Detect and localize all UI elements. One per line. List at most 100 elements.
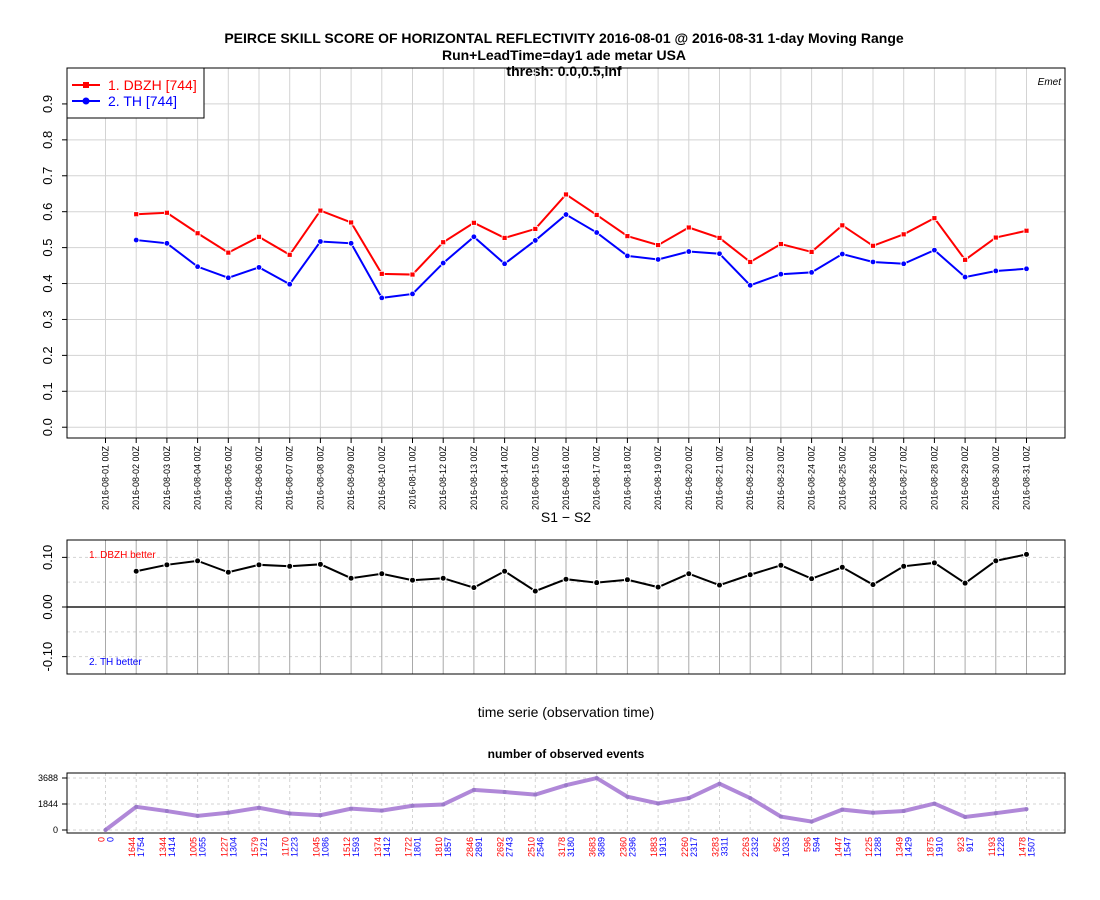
difference-point [132, 567, 140, 575]
top-panel-x-ticks: 2016-08-01 00Z 2016-08-02 00Z 2016-08-03 0… [101, 438, 1032, 510]
series1-point [747, 259, 754, 265]
events-label-series1: 1875 [925, 837, 935, 857]
events-label-series2: 1055 [198, 837, 208, 857]
events-panel-title: number of observed events [488, 747, 645, 761]
top-panel-x-tick-label: 2016-08-24 00Z [807, 445, 817, 510]
events-point [257, 805, 261, 810]
top-panel-x-tick-label: 2016-08-28 00Z [929, 445, 939, 510]
legend-marker-series1 [83, 82, 89, 88]
events-panel-frame [66, 772, 1066, 834]
series1-point [593, 212, 600, 218]
events-point [809, 819, 814, 824]
events-point [748, 796, 753, 801]
events-label-series1: 1447 [833, 837, 843, 857]
events-label-series1: 1644 [127, 837, 137, 857]
top-panel-y-tick-label: 0.1 [40, 382, 55, 400]
difference-point [900, 562, 908, 570]
events-label-series2: 1547 [842, 837, 852, 857]
events-label-series1: 2846 [465, 837, 475, 857]
x-axis-label: time serie (observation time) [478, 704, 655, 720]
series1-point [870, 242, 876, 249]
events-point [932, 801, 937, 806]
dbzh-better-annotation: 1. DBZH better [89, 550, 156, 561]
events-point [349, 806, 354, 811]
difference-point [1023, 550, 1030, 558]
events-point [226, 810, 231, 815]
events-label-series2: 2396 [627, 837, 637, 857]
events-point [134, 804, 139, 809]
top-panel-grid [67, 68, 1065, 438]
series1-point [716, 235, 723, 241]
series2-point [470, 233, 478, 241]
events-label-series2: 3311 [720, 837, 730, 856]
top-panel-y-tick-label: 0.7 [40, 167, 55, 185]
series1-point [409, 271, 416, 278]
series1-point [163, 209, 170, 216]
events-panel-y-tick-label: 3688 [38, 773, 58, 783]
series2-point [654, 256, 662, 263]
events-label-series2: 1913 [658, 837, 668, 857]
difference-point [194, 557, 202, 565]
top-panel-x-tick-label: 2016-08-21 00Z [715, 445, 725, 510]
series1-point [317, 207, 324, 214]
events-label-series2: 1910 [934, 837, 944, 857]
top-panel-y-tick-label: 0.4 [40, 274, 55, 292]
top-panel-x-tick-label: 2016-08-15 00Z [530, 445, 540, 510]
events-label-series2: 1033 [781, 837, 791, 857]
events-label-series2: 3180 [566, 837, 576, 857]
legend-label-series2: 2. TH [744] [108, 93, 177, 109]
top-panel-y-tick-label: 0.0 [40, 418, 55, 436]
difference-panel-y-tick-label: 0.10 [40, 545, 55, 570]
events-label-series2: 1304 [228, 837, 238, 857]
difference-point [378, 570, 386, 578]
series2-point [593, 229, 600, 236]
top-panel-x-tick-label: 2016-08-22 00Z [745, 445, 755, 510]
top-panel-x-tick-label: 2016-08-09 00Z [346, 445, 356, 510]
events-point [840, 807, 845, 812]
top-panel-x-tick-label: 2016-08-06 00Z [254, 445, 264, 510]
difference-point [224, 568, 232, 576]
events-label-series1: 3683 [588, 837, 598, 857]
top-panel-x-tick-label: 2016-08-04 00Z [193, 445, 203, 510]
events-point [502, 790, 507, 795]
series1-point [286, 251, 293, 258]
series2-point [839, 250, 846, 258]
difference-panel-title: S1 − S2 [541, 509, 591, 525]
series1-point [1023, 227, 1030, 234]
series1-point [440, 239, 447, 246]
series2-point [624, 252, 631, 260]
series1-line [136, 193, 1027, 276]
events-label-series2: 1086 [320, 837, 330, 857]
events-label-series1: 952 [772, 837, 782, 852]
series1-point [808, 249, 815, 255]
difference-point [746, 571, 754, 579]
top-panel-x-tick-label: 2016-08-18 00Z [622, 445, 632, 510]
events-point [318, 813, 323, 818]
events-label-series1: 1883 [649, 837, 659, 857]
top-panel-x-tick-label: 2016-08-03 00Z [162, 445, 172, 510]
series2-point [317, 238, 324, 245]
events-point [717, 781, 722, 786]
series2-point [440, 259, 447, 267]
events-point [901, 808, 906, 813]
difference-panel-grid [67, 540, 1065, 674]
events-panel-y-tick-label: 1844 [38, 799, 58, 809]
events-label-series1: 2263 [741, 837, 751, 857]
events-label-series1: 1512 [342, 837, 352, 857]
events-point [993, 811, 998, 816]
events-label-series2: 2891 [474, 837, 484, 857]
top-panel-y-tick-label: 0.5 [40, 239, 55, 257]
series1-point [225, 249, 232, 256]
events-label-series1: 1374 [373, 837, 383, 857]
series1-point [133, 211, 140, 218]
series1-point [900, 231, 907, 238]
difference-panel-frame [66, 539, 1066, 675]
events-label-series2: 1754 [136, 837, 146, 857]
events-panel-y-tick-label: 0 [53, 825, 58, 835]
series2-point [1023, 265, 1030, 273]
events-label-series2: 1507 [1027, 837, 1037, 857]
events-point [410, 803, 415, 808]
difference-point [255, 561, 263, 569]
events-point [441, 802, 446, 807]
series1-point [348, 219, 355, 226]
